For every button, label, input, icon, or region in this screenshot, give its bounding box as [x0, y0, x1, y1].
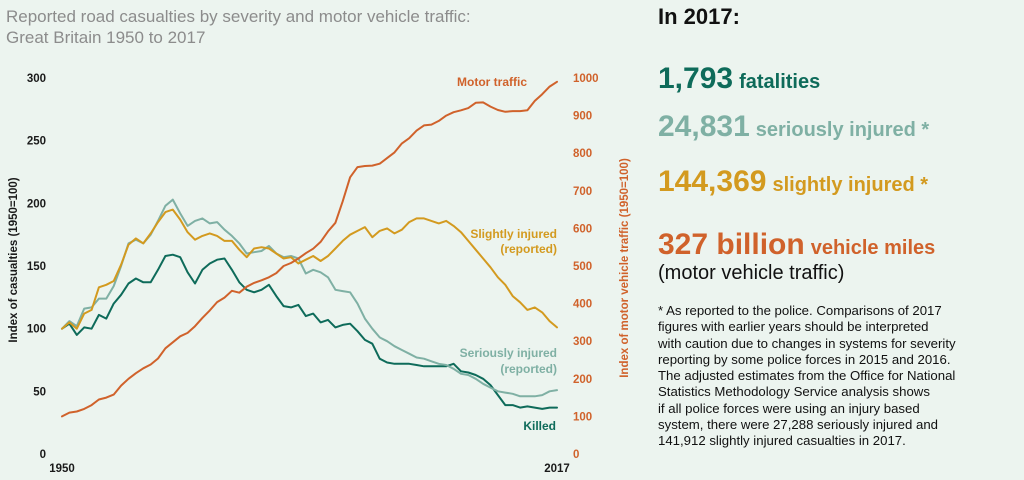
series-label: Motor traffic: [457, 75, 527, 89]
stat-fatalities: 1,793 fatalities: [658, 62, 820, 96]
stat-miles-value: 327 billion: [658, 228, 805, 261]
x-axis-ticks: 1950 2017: [49, 463, 570, 475]
footnote: * As reported to the police. Comparisons…: [658, 303, 1018, 450]
footnote-line: if all police forces were using an injur…: [658, 400, 920, 416]
footnote-line: reporting by some police forces in 2015 …: [658, 351, 951, 367]
stat-vehicle-miles: 327 billion vehicle miles: [658, 228, 935, 262]
y2-tick-label: 400: [573, 299, 592, 311]
panel-heading: In 2017:: [658, 4, 740, 29]
footnote-line: * As reported to the police. Comparisons…: [658, 303, 942, 318]
footnote-line: Statistics Methodology Service analysis …: [658, 384, 930, 400]
stat-miles-label: vehicle miles: [810, 237, 936, 259]
footnote-line: figures with earlier years should be int…: [658, 319, 929, 335]
series-label: (reported): [500, 362, 557, 376]
y-tick-label: 50: [33, 386, 46, 398]
series-label: (reported): [500, 242, 557, 256]
series-lines: [61, 80, 558, 418]
y2-axis-label: Index of motor vehicle traffic (1950=100…: [619, 158, 631, 378]
series-label: Seriously injured: [460, 346, 557, 360]
y2-tick-label: 900: [573, 111, 592, 123]
y2-tick-label: 200: [573, 374, 592, 386]
left-axis-ticks: 0 50 100 150 200 250 300: [27, 73, 46, 461]
y-tick-label: 100: [27, 324, 46, 336]
series-line-slightly-injured-reported: [61, 208, 558, 330]
y2-tick-label: 600: [573, 223, 592, 235]
stat-slightly-injured: 144,369 slightly injured *: [658, 165, 928, 199]
y-tick-label: 0: [40, 449, 46, 461]
chart-title-line-2: Great Britain 1950 to 2017: [6, 28, 206, 47]
y2-tick-label: 500: [573, 261, 592, 273]
footnote-line: system, there were 27,288 seriously inju…: [658, 417, 939, 433]
y-tick-label: 250: [27, 136, 46, 148]
series-label: Slightly injured: [470, 227, 557, 241]
series-label: Killed: [523, 419, 556, 433]
stat-seriously-injured: 24,831 seriously injured *: [658, 110, 929, 144]
chart-title: Reported road casualties by severity and…: [6, 6, 606, 48]
y2-tick-label: 1000: [573, 73, 599, 85]
footnote-line: The adjusted estimates from the Office f…: [658, 368, 956, 384]
stat-fatalities-label: fatalities: [739, 71, 821, 93]
series-line-killed: [61, 253, 558, 410]
chart-title-line-1: Reported road casualties by severity and…: [6, 7, 471, 26]
right-axis-ticks: 0 100 200 300 400 500 600 700 800 900 1000: [573, 73, 599, 461]
y-tick-label: 300: [27, 73, 46, 85]
y2-tick-label: 100: [573, 411, 592, 423]
footnote-line: with caution due to changes in systems f…: [658, 335, 956, 351]
stat-serious-value: 24,831: [658, 110, 750, 143]
stat-serious-label: seriously injured *: [755, 119, 930, 141]
y-tick-label: 200: [27, 198, 46, 210]
y-tick-label: 150: [27, 261, 46, 273]
y2-tick-label: 0: [573, 449, 579, 461]
stat-miles-subtitle: (motor vehicle traffic): [658, 262, 845, 284]
y2-tick-label: 700: [573, 186, 592, 198]
footnote-line: 141,912 slightly injured casualties in 2…: [658, 433, 906, 449]
stat-slight-value: 144,369: [658, 165, 767, 198]
stat-fatalities-value: 1,793: [658, 62, 734, 95]
x-tick-label: 1950: [49, 463, 75, 475]
series-line-motor-traffic: [61, 80, 558, 418]
y2-tick-label: 800: [573, 148, 592, 160]
stat-slight-label: slightly injured *: [772, 174, 929, 196]
x-tick-label: 2017: [544, 463, 570, 475]
y2-tick-label: 300: [573, 336, 592, 348]
line-chart: 0 50 100 150 200 250 300 0 100 200 300 400 500 600 70…: [8, 73, 631, 475]
y-axis-label: Index of casualties (1950=100): [8, 177, 20, 342]
